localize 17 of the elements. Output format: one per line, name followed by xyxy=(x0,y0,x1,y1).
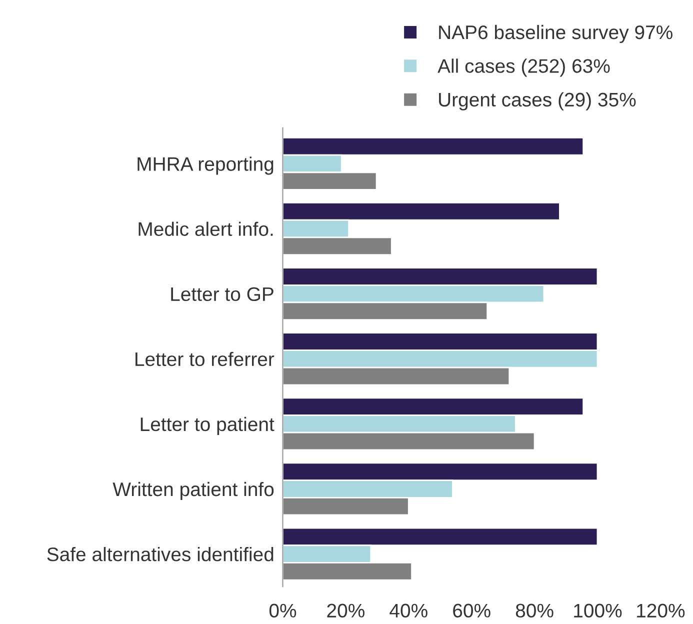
y-tick-label: Letter to referrer xyxy=(136,352,274,366)
legend-label: All cases (252) 63% xyxy=(438,58,610,77)
x-tick-label: 100% xyxy=(574,604,622,618)
y-tick-label: Medic alert info. xyxy=(138,222,273,236)
y-tick-label: Safe alternatives identified xyxy=(47,546,274,562)
x-tick-label: 80% xyxy=(516,604,554,618)
y-tick-label: Letter to patient xyxy=(140,416,274,435)
x-tick-label: 20% xyxy=(327,604,364,618)
x-tick-label: 60% xyxy=(453,604,490,618)
x-tick-label: 40% xyxy=(390,604,428,618)
y-tick-label: Written patient info xyxy=(112,482,274,500)
y-tick-label: MHRA reporting xyxy=(138,156,274,175)
legend-label: NAP6 baseline survey 97% xyxy=(439,24,672,44)
legend-label: Urgent cases (29) 35% xyxy=(439,92,636,110)
y-tick-label: Letter to GP xyxy=(171,287,274,302)
x-tick-label: 120% xyxy=(637,604,685,618)
x-tick-label: 0% xyxy=(269,604,296,618)
